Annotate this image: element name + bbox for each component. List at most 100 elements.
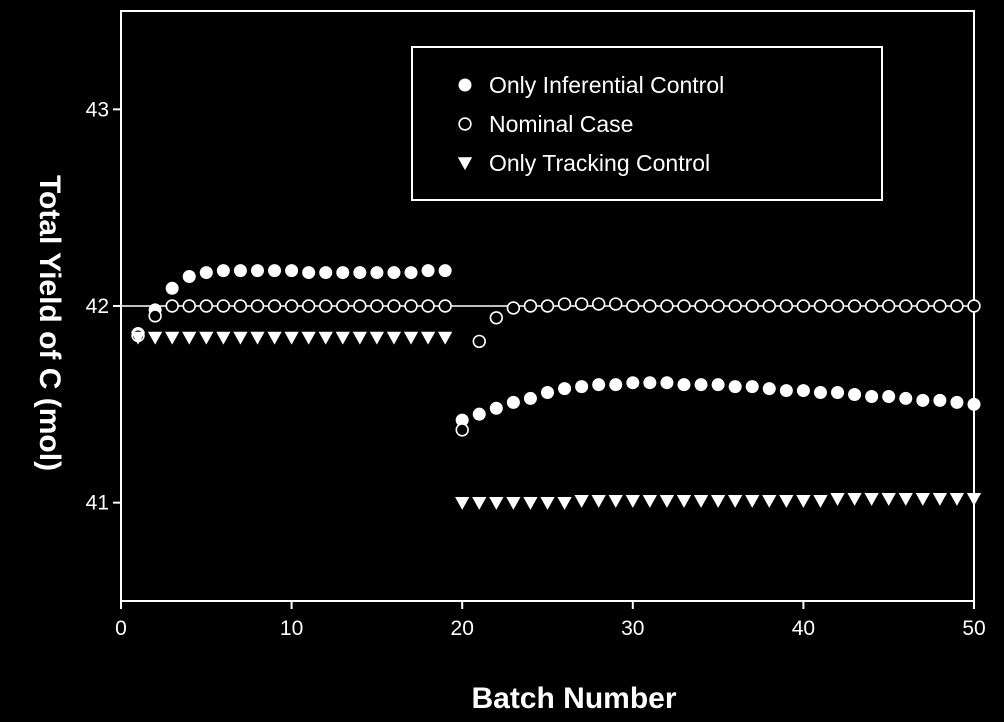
- nominal-case-point: [387, 299, 401, 313]
- nominal-case-point: [455, 423, 469, 437]
- inferential-control-point: [643, 376, 657, 390]
- series-3: [130, 331, 982, 510]
- nominal-case-point: [728, 299, 742, 313]
- inferential-control-point: [302, 266, 316, 280]
- inferential-control-point: [745, 380, 759, 394]
- series-2: [131, 297, 981, 437]
- legend-box: [411, 46, 883, 201]
- tracking-control-point: [335, 331, 350, 345]
- legend-item-inferential: Only Inferential Control: [458, 72, 724, 98]
- tracking-control-point: [250, 331, 265, 345]
- nominal-case-point: [881, 299, 896, 313]
- tracking-control-point: [130, 331, 146, 345]
- tracking-control-point: [540, 496, 555, 510]
- tracking-control-point: [455, 496, 470, 510]
- inferential-control-point: [865, 389, 879, 403]
- tracking-control-point: [147, 331, 163, 345]
- inferential-control-point: [609, 378, 623, 392]
- nominal-case-point: [847, 299, 862, 313]
- nominal-case-point: [574, 297, 589, 311]
- tracking-control-point: [608, 494, 623, 508]
- legend: Only Inferential Control Nominal Case Only…: [411, 46, 883, 201]
- nominal-case-point: [557, 297, 572, 311]
- nominal-case-point: [626, 299, 640, 313]
- legend-marker: [458, 78, 472, 92]
- nominal-case-point: [643, 299, 657, 313]
- nominal-case-point: [250, 299, 265, 313]
- nominal-case-point: [677, 299, 691, 313]
- nominal-case-point: [745, 299, 759, 313]
- inferential-control-point: [472, 407, 486, 421]
- inferential-control-point: [285, 264, 299, 278]
- nominal-case-point: [762, 299, 776, 313]
- nominal-case-point: [284, 299, 299, 313]
- inferential-control-point: [711, 378, 725, 392]
- tracking-control-point: [847, 493, 862, 506]
- nominal-case-point: [916, 299, 930, 313]
- legend-marker: [458, 117, 472, 131]
- inferential-control-point: [694, 378, 708, 392]
- nominal-case-point: [148, 309, 162, 323]
- nominal-case-point: [950, 299, 964, 313]
- tracking-control-point: [625, 494, 640, 508]
- nominal-case-point: [523, 299, 538, 313]
- nominal-case-point: [830, 299, 845, 313]
- tracking-control-point: [301, 331, 316, 345]
- inferential-control-point: [523, 391, 537, 405]
- tracking-control-point: [932, 493, 948, 506]
- nominal-case-point: [779, 299, 794, 313]
- inferential-control-point: [216, 264, 230, 278]
- tracking-control-point: [693, 494, 709, 508]
- inferential-control-point: [848, 388, 862, 401]
- inferential-control-point: [677, 378, 691, 392]
- nominal-case-point: [660, 299, 674, 313]
- nominal-case-point: [336, 299, 350, 313]
- y-tick-label: 41: [86, 492, 109, 515]
- tracking-control-point: [728, 494, 743, 508]
- nominal-case-point: [813, 299, 828, 313]
- tracking-control-point: [557, 496, 572, 510]
- nominal-case-point: [165, 299, 179, 313]
- inferential-control-point: [541, 386, 554, 400]
- inferential-control-point: [626, 376, 640, 390]
- tracking-control-point: [420, 331, 436, 345]
- nominal-case-point: [353, 299, 367, 313]
- tracking-control-point: [591, 494, 606, 508]
- y-axis-title: Total Yield of C (mol): [33, 175, 66, 471]
- inferential-control-point: [165, 281, 179, 295]
- inferential-control-point: [728, 380, 742, 394]
- x-axis-title: Batch Number: [471, 682, 676, 715]
- tracking-control-point: [898, 493, 913, 506]
- tracking-control-point: [165, 331, 180, 345]
- nominal-case-point: [591, 297, 606, 311]
- inferential-control-point: [421, 264, 435, 278]
- inferential-control-point: [813, 386, 827, 400]
- x-tick-label: 50: [962, 617, 985, 640]
- x-tick-label: 0: [115, 617, 127, 640]
- tracking-control-point: [966, 493, 982, 506]
- nominal-case-point: [796, 299, 811, 313]
- nominal-case-point: [933, 299, 947, 313]
- tracking-control-point: [574, 494, 589, 508]
- inferential-control-point: [387, 266, 401, 280]
- tracking-control-point: [659, 494, 675, 508]
- nominal-case-point: [609, 297, 623, 311]
- tracking-control-point: [762, 494, 777, 508]
- legend-item-nominal: Nominal Case: [458, 111, 633, 137]
- legend-label: Only Inferential Control: [489, 72, 724, 98]
- x-tick-label: 20: [451, 617, 474, 640]
- inferential-control-point: [660, 376, 674, 390]
- nominal-case-point: [967, 299, 981, 313]
- tracking-control-point: [437, 331, 453, 345]
- nominal-case-point: [404, 299, 418, 313]
- legend-item-tracking: Only Tracking Control: [457, 150, 710, 176]
- inferential-control-point: [182, 270, 196, 283]
- tracking-control-point: [489, 496, 504, 510]
- tracking-control-point: [506, 496, 521, 510]
- inferential-control-point: [233, 264, 247, 278]
- x-tick-label: 40: [792, 617, 815, 640]
- tracking-control-point: [199, 331, 214, 345]
- inferential-control-point: [882, 389, 896, 403]
